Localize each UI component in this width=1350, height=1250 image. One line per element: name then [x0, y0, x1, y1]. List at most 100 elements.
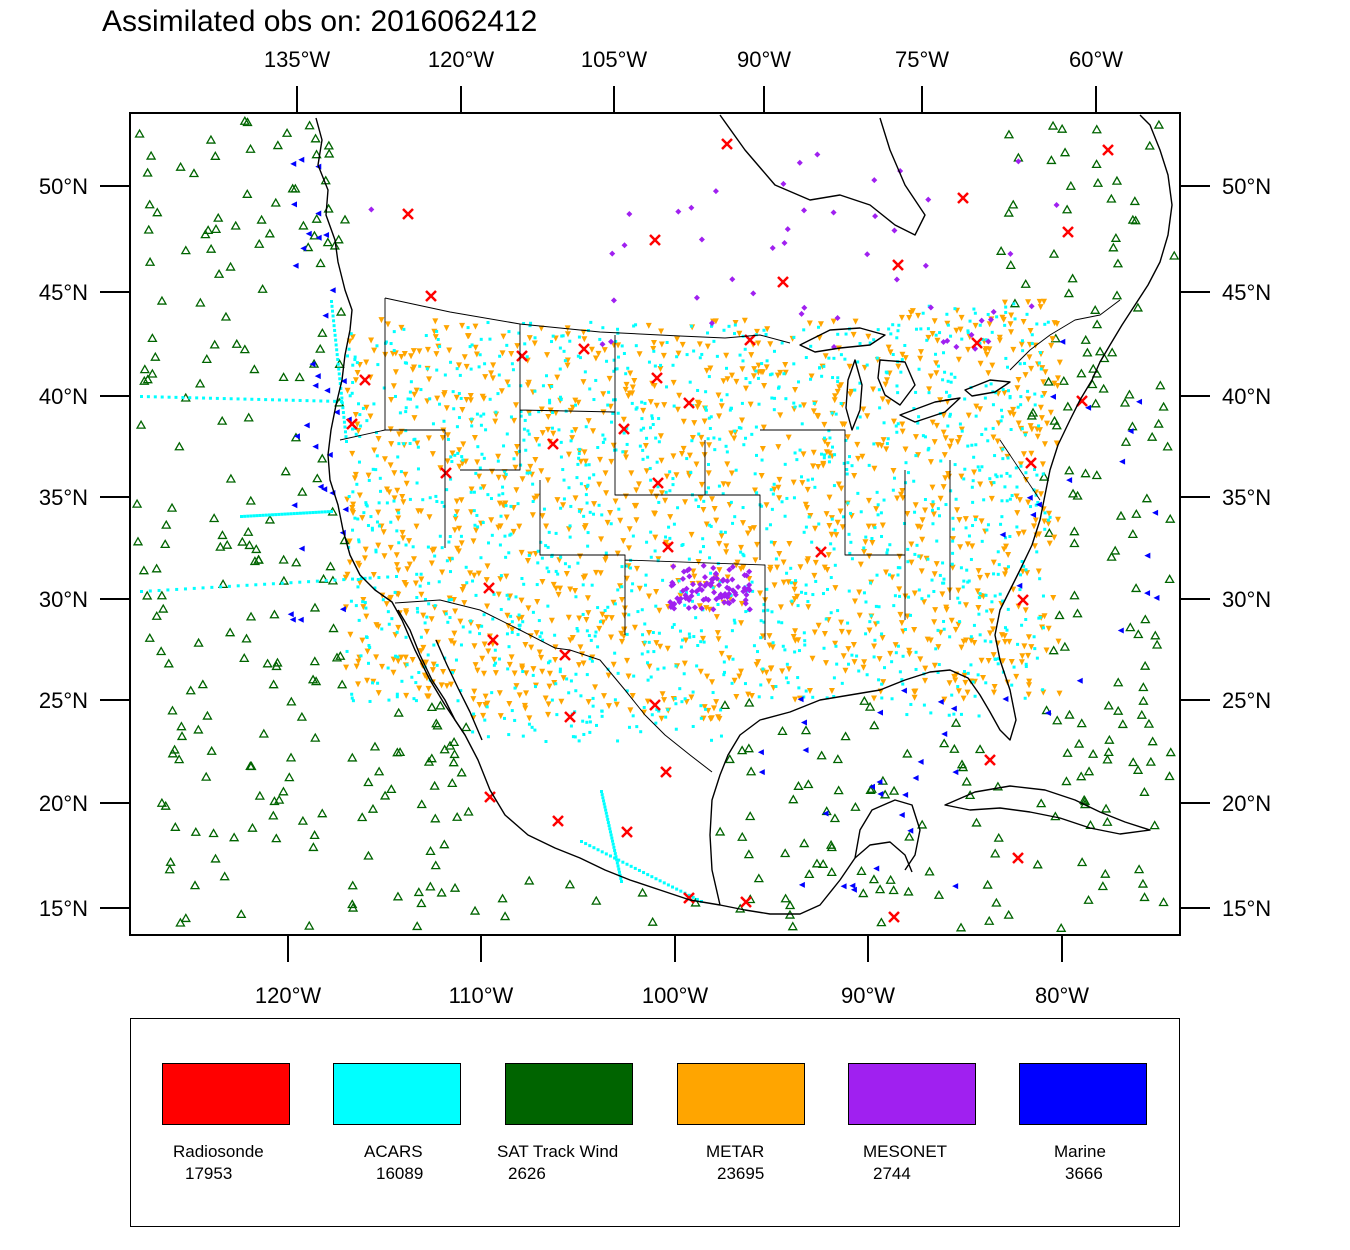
mesonet-point [671, 600, 678, 607]
sat-track-wind-point [1100, 868, 1111, 878]
metar-point [810, 449, 817, 456]
acars-point [606, 817, 610, 821]
acars-point [969, 663, 973, 667]
sat-track-wind-point [1151, 639, 1163, 649]
sat-track-wind-point [1038, 471, 1050, 481]
metar-point [845, 646, 852, 653]
acars-point [449, 360, 453, 364]
sat-track-wind-point [268, 679, 279, 689]
acars-point [925, 338, 929, 342]
acars-point [1012, 302, 1016, 306]
acars-point [609, 833, 613, 837]
acars-point [1026, 389, 1030, 393]
metar-point [815, 463, 822, 470]
metar-point [371, 447, 378, 454]
acars-point [657, 631, 661, 635]
metar-point [821, 421, 828, 428]
sat-track-wind-point [347, 902, 359, 912]
acars-point [935, 539, 939, 543]
metar-point [922, 677, 929, 684]
radiosonde-point [660, 766, 672, 778]
acars-point [471, 579, 475, 583]
acars-point [359, 654, 363, 658]
acars-point [651, 631, 655, 635]
metar-point [452, 515, 459, 522]
acars-point [544, 739, 548, 743]
acars-point [803, 639, 807, 643]
sat-track-wind-point [205, 134, 217, 144]
metar-point [424, 693, 431, 700]
mesonet-point [712, 188, 719, 195]
acars-point [395, 692, 399, 696]
metar-point [642, 443, 649, 450]
acars-point [1020, 559, 1024, 563]
acars-point [698, 356, 702, 360]
acars-point [994, 473, 998, 477]
sat-track-wind-point [832, 754, 843, 764]
acars-point [370, 526, 374, 530]
acars-point [271, 398, 275, 402]
sat-track-wind-point [174, 754, 185, 764]
metar-point [658, 328, 665, 335]
acars-point [648, 426, 652, 430]
acars-point [701, 537, 705, 541]
metar-point [911, 590, 918, 597]
acars-point [497, 657, 501, 661]
acars-point [484, 428, 488, 432]
metar-point [1047, 409, 1054, 416]
sat-track-wind-point [818, 859, 829, 868]
metar-point [939, 591, 946, 598]
sat-track-wind-point [950, 717, 962, 727]
acars-point [753, 472, 757, 476]
acars-point [1024, 471, 1028, 475]
metar-point [937, 397, 944, 404]
metar-point [438, 682, 445, 689]
metar-point [1035, 568, 1042, 575]
marine-point [290, 160, 297, 167]
acars-point [603, 437, 607, 441]
acars-point [732, 618, 736, 622]
acars-point [615, 858, 619, 862]
acars-point [894, 651, 898, 655]
metar-point [554, 497, 561, 504]
metar-point [700, 506, 707, 513]
acars-point [503, 534, 507, 538]
sat-track-wind-point [885, 874, 896, 884]
sat-track-wind-point [1091, 159, 1102, 169]
acars-point [744, 610, 748, 614]
acars-point [612, 358, 616, 362]
radiosonde-point [618, 423, 630, 435]
acars-point [485, 705, 489, 709]
legend-swatch [162, 1063, 290, 1125]
acars-point [633, 866, 637, 870]
acars-point [616, 588, 620, 592]
mesonet-point [730, 597, 737, 604]
metar-point [845, 629, 852, 636]
mesonet-point [729, 563, 736, 570]
acars-point [948, 414, 952, 418]
sat-track-wind-point [254, 238, 265, 248]
acars-point [459, 643, 463, 647]
metar-point [514, 343, 521, 350]
acars-point [567, 486, 571, 490]
acars-point [372, 402, 376, 406]
acars-point [850, 464, 854, 468]
acars-point [356, 577, 360, 581]
metar-point [885, 344, 892, 351]
metar-point [696, 603, 703, 610]
acars-point [919, 327, 923, 331]
acars-point [643, 622, 647, 626]
marine-point [309, 361, 316, 368]
metar-point [929, 419, 936, 426]
acars-point [444, 612, 448, 616]
metar-point [444, 432, 451, 439]
sat-track-wind-point [203, 225, 214, 235]
acars-point [694, 498, 698, 502]
acars-point [882, 498, 886, 502]
mesonet-point [670, 563, 677, 570]
acars-point [920, 597, 924, 601]
sat-track-wind-point [152, 207, 163, 217]
metar-point [1041, 441, 1048, 448]
acars-point [640, 400, 644, 404]
acars-point [667, 525, 671, 529]
